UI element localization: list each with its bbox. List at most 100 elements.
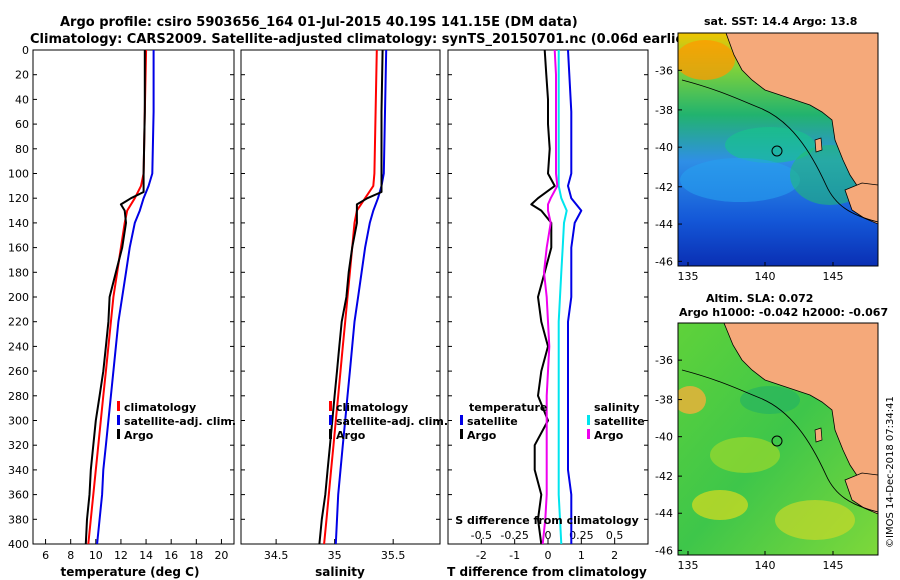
- sst-argo-location: [771, 145, 783, 157]
- legend-label-climatology: climatology: [124, 401, 196, 414]
- difference-legend-salinity: salinity satellite Argo: [587, 401, 645, 442]
- depth-tick-label: 60: [15, 118, 29, 131]
- sst-green-patch: [725, 127, 815, 163]
- sla-king-island: [814, 427, 823, 443]
- depth-tick-label: 100: [8, 168, 29, 181]
- salinity-x-tick-label: 35: [328, 549, 342, 562]
- sst-king-island: [814, 137, 823, 153]
- sla-map-lon-label: 140: [755, 559, 776, 572]
- legend-label-s-satellite: satellite: [594, 415, 645, 428]
- difference-legend-temperature: temperature satellite Argo: [460, 401, 547, 442]
- temperature-satellite-adj-clim-line: [96, 50, 155, 544]
- sst-map-lat-label: -36: [655, 64, 673, 77]
- salinity-argo-line: [318, 50, 384, 544]
- sst-map-lat-label: -44: [655, 218, 673, 231]
- sst-map-axes: -36 -38 -40 -42 -44 -46 135 140 145: [655, 64, 843, 283]
- difference-x-label: T difference from climatology: [447, 565, 647, 579]
- depth-tick-label: 160: [8, 242, 29, 255]
- sla-low-patch: [740, 386, 800, 414]
- s-difference-tick-label: 0.25: [569, 529, 594, 542]
- s-difference-tick-label: -0.25: [500, 529, 528, 542]
- sla-map-lat-label: -46: [655, 544, 673, 557]
- temperature-x-tick-label: 8: [67, 549, 74, 562]
- sla-map-lat-label: -38: [655, 394, 673, 407]
- legend-swatch-satellite: [329, 415, 332, 425]
- legend-label-argo: Argo: [124, 429, 154, 442]
- legend-label-climatology: climatology: [336, 401, 408, 414]
- depth-tick-label: 180: [8, 266, 29, 279]
- legend-swatch-climatology: [117, 401, 120, 411]
- temperature-argo-line: [84, 50, 146, 544]
- difference-x-axis: -2 -1 0 1 2 -0.5 -0.25 0 0.25 0.5: [471, 529, 624, 562]
- sla-map-lat-label: -44: [655, 507, 673, 520]
- legend-swatch-argo: [117, 429, 120, 439]
- sla-yellow-south: [692, 490, 748, 520]
- depth-tick-label: 380: [8, 513, 29, 526]
- difference-x-tick-label: 1: [578, 549, 585, 562]
- sla-map-lat-label: -36: [655, 354, 673, 367]
- depth-tick-label: 20: [15, 69, 29, 82]
- difference-x-tick-label: -2: [476, 549, 487, 562]
- legend-label-t-argo: Argo: [467, 429, 497, 442]
- sst-map-lat-label: -42: [655, 181, 673, 194]
- difference-x-tick-label: 2: [611, 549, 618, 562]
- temperature-x-tick-label: 6: [42, 549, 49, 562]
- sst-map-lat-label: -46: [655, 255, 673, 268]
- temperature-legend: climatology satellite-adj. clim. Argo: [117, 401, 236, 442]
- salinity-legend: climatology satellite-adj. clim. Argo: [329, 401, 448, 442]
- legend-swatch-climatology: [329, 401, 332, 411]
- depth-tick-label: 300: [8, 415, 29, 428]
- depth-tick-label: 0: [22, 44, 29, 57]
- temperature-x-tick-label: 12: [114, 549, 128, 562]
- temperature-x-tick-label: 16: [164, 549, 178, 562]
- legend-swatch-s-satellite: [587, 415, 590, 425]
- depth-tick-label: 340: [8, 464, 29, 477]
- sst-warm-patch: [678, 40, 735, 80]
- sst-map-lat-label: -38: [655, 104, 673, 117]
- sst-light-blue-patch: [680, 158, 800, 202]
- sla-map-title-1: Altim. SLA: 0.072: [706, 292, 813, 305]
- difference-t-argo-line: [530, 50, 556, 544]
- temperature-x-tick-label: 18: [189, 549, 203, 562]
- sla-map-lon-label: 135: [678, 559, 699, 572]
- legend-swatch-satellite: [117, 415, 120, 425]
- legend-label-satellite: satellite-adj. clim.: [336, 415, 448, 428]
- sst-tasmania-land: [844, 182, 878, 225]
- sla-yellow-southeast: [775, 500, 855, 540]
- salinity-climatology-line: [323, 50, 378, 544]
- difference-x-tick-label: -1: [509, 549, 520, 562]
- s-difference-tick-label: 0.5: [606, 529, 624, 542]
- depth-tick-label: 40: [15, 93, 29, 106]
- depth-tick-label: 400: [8, 538, 29, 551]
- legend-label-s-argo: Argo: [594, 429, 624, 442]
- temperature-series: [84, 50, 155, 544]
- legend-swatch-argo: [329, 429, 332, 439]
- depth-tick-label: 200: [8, 291, 29, 304]
- sst-map: [678, 33, 878, 266]
- title-line-2: Climatology: CARS2009. Satellite-adjuste…: [30, 32, 697, 47]
- temperature-x-tick-label: 10: [89, 549, 103, 562]
- sla-tasmania-land: [844, 472, 878, 515]
- legend-swatch-t-satellite: [460, 415, 463, 425]
- temperature-x-tick-label: 14: [139, 549, 153, 562]
- temperature-x-axis: 6 8 10 12 14 16 18 20: [42, 539, 228, 562]
- sla-map-lon-label: 145: [823, 559, 844, 572]
- difference-series: [530, 50, 583, 544]
- legend-heading-temperature: temperature: [469, 401, 547, 414]
- temperature-climatology-line: [87, 50, 148, 544]
- legend-label-t-satellite: satellite: [467, 415, 518, 428]
- temperature-x-label: temperature (deg C): [61, 565, 200, 579]
- sla-argo-location: [771, 435, 783, 447]
- difference-s-satellite-line: [557, 50, 568, 544]
- difference-x-tick-label: 0: [545, 549, 552, 562]
- legend-swatch-t-argo: [460, 429, 463, 439]
- credit-timestamp: ©IMOS 14-Dec-2018 07:34:41: [885, 396, 896, 548]
- difference-s-argo-line: [541, 50, 559, 544]
- title-line-1: Argo profile: csiro 5903656_164 01-Jul-2…: [60, 15, 578, 30]
- salinity-x-axis: 34.5 35 35.5: [264, 539, 405, 562]
- depth-tick-label: 140: [8, 217, 29, 230]
- sla-high-west: [678, 386, 706, 414]
- temperature-plot-area: [32, 49, 235, 545]
- s-difference-tick-label: 0: [545, 529, 552, 542]
